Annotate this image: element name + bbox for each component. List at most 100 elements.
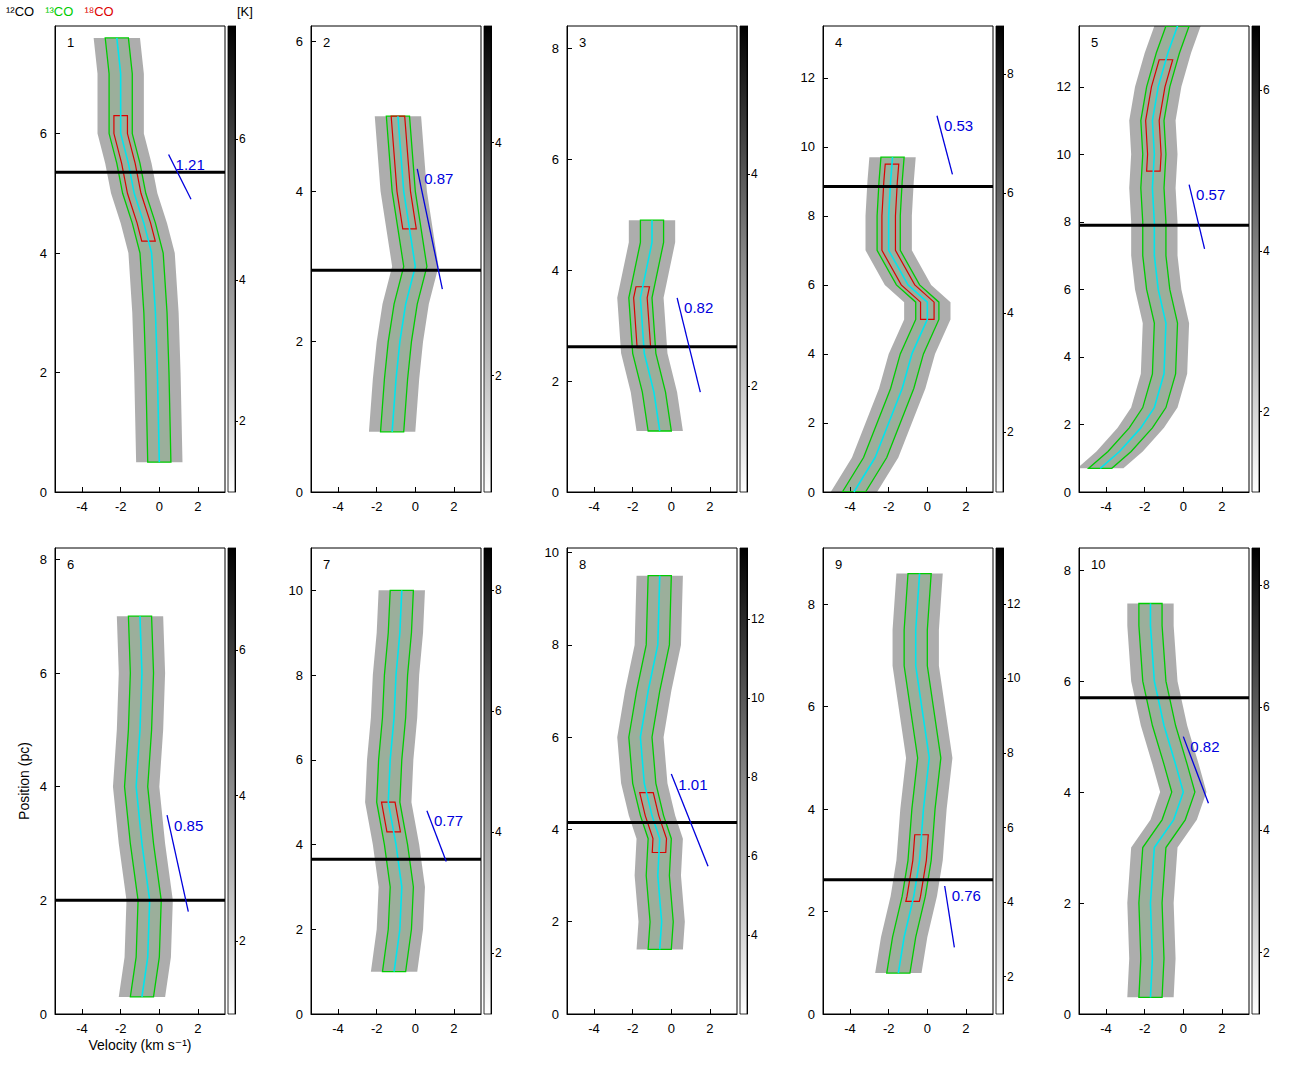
svg-text:Position (pc): Position (pc) [16,742,32,820]
svg-text:1.21: 1.21 [176,156,205,173]
svg-text:[K]: [K] [237,4,253,19]
svg-text:-4: -4 [76,499,88,514]
svg-text:6: 6 [1263,83,1270,97]
svg-text:8: 8 [552,41,559,56]
svg-text:-2: -2 [1139,499,1151,514]
svg-text:-4: -4 [1100,1021,1112,1036]
svg-text:-4: -4 [332,1021,344,1036]
svg-text:2: 2 [1064,896,1071,911]
svg-text:4: 4 [1263,244,1270,258]
svg-text:2: 2 [40,893,47,908]
svg-text:10: 10 [289,583,303,598]
svg-text:2: 2 [450,1021,457,1036]
svg-text:3: 3 [579,35,586,50]
svg-text:4: 4 [1007,895,1014,909]
svg-text:2: 2 [1007,970,1014,984]
svg-text:2: 2 [552,374,559,389]
svg-text:4: 4 [1263,823,1270,837]
svg-text:-4: -4 [844,499,856,514]
svg-text:0: 0 [552,1007,559,1022]
svg-text:6: 6 [40,126,47,141]
svg-text:2: 2 [751,379,758,393]
svg-text:4: 4 [40,779,47,794]
svg-text:-4: -4 [332,499,344,514]
svg-text:2: 2 [495,369,502,383]
svg-text:6: 6 [67,557,74,572]
svg-text:0.87: 0.87 [424,170,453,187]
svg-text:12: 12 [801,70,815,85]
svg-text:2: 2 [1218,1021,1225,1036]
svg-text:0: 0 [1064,485,1071,500]
svg-text:8: 8 [552,637,559,652]
svg-text:0: 0 [668,499,675,514]
svg-text:4: 4 [751,928,758,942]
svg-text:0: 0 [156,499,163,514]
svg-text:12: 12 [751,612,765,626]
svg-text:0: 0 [40,1007,47,1022]
svg-text:-4: -4 [588,1021,600,1036]
svg-text:0: 0 [924,499,931,514]
svg-text:4: 4 [1007,306,1014,320]
svg-text:-2: -2 [115,499,127,514]
svg-text:8: 8 [296,668,303,683]
svg-text:10: 10 [751,691,765,705]
svg-text:0: 0 [1064,1007,1071,1022]
svg-text:0: 0 [808,485,815,500]
svg-text:8: 8 [751,770,758,784]
svg-text:2: 2 [323,35,330,50]
svg-text:4: 4 [296,837,303,852]
svg-text:6: 6 [552,152,559,167]
svg-text:12: 12 [1007,597,1021,611]
svg-text:7: 7 [323,557,330,572]
svg-text:0.77: 0.77 [434,812,463,829]
svg-text:2: 2 [296,334,303,349]
svg-text:4: 4 [1064,785,1071,800]
svg-text:-4: -4 [76,1021,88,1036]
svg-text:-2: -2 [1139,1021,1151,1036]
svg-text:0: 0 [412,1021,419,1036]
svg-text:8: 8 [40,552,47,567]
svg-text:2: 2 [962,499,969,514]
svg-text:2: 2 [194,1021,201,1036]
svg-text:10: 10 [545,545,559,560]
svg-text:4: 4 [239,789,246,803]
svg-text:10: 10 [1007,671,1021,685]
svg-text:0: 0 [40,485,47,500]
svg-text:0.85: 0.85 [174,817,203,834]
svg-text:6: 6 [1064,674,1071,689]
svg-text:4: 4 [296,184,303,199]
svg-text:0: 0 [1180,499,1187,514]
svg-text:2: 2 [1263,405,1270,419]
svg-text:0: 0 [668,1021,675,1036]
svg-text:2: 2 [706,1021,713,1036]
svg-text:9: 9 [835,557,842,572]
svg-text:2: 2 [1263,946,1270,960]
svg-text:¹⁸CO: ¹⁸CO [84,4,113,19]
svg-text:8: 8 [495,583,502,597]
svg-text:0.82: 0.82 [1190,738,1219,755]
svg-text:2: 2 [450,499,457,514]
svg-text:2: 2 [239,934,246,948]
svg-text:-2: -2 [627,499,639,514]
svg-text:4: 4 [552,263,559,278]
svg-text:0: 0 [296,1007,303,1022]
svg-text:-2: -2 [371,499,383,514]
svg-text:4: 4 [495,136,502,150]
svg-text:2: 2 [495,946,502,960]
svg-text:-2: -2 [883,1021,895,1036]
svg-text:2: 2 [40,365,47,380]
svg-text:4: 4 [835,35,842,50]
svg-text:2: 2 [552,914,559,929]
svg-text:6: 6 [239,643,246,657]
svg-text:0.53: 0.53 [944,117,973,134]
svg-text:4: 4 [751,167,758,181]
svg-text:8: 8 [808,208,815,223]
svg-text:6: 6 [495,704,502,718]
svg-text:-4: -4 [588,499,600,514]
svg-text:2: 2 [1064,417,1071,432]
svg-text:¹²CO: ¹²CO [6,4,34,19]
svg-text:4: 4 [40,246,47,261]
svg-text:8: 8 [1007,67,1014,81]
svg-text:2: 2 [808,415,815,430]
svg-text:8: 8 [1263,578,1270,592]
